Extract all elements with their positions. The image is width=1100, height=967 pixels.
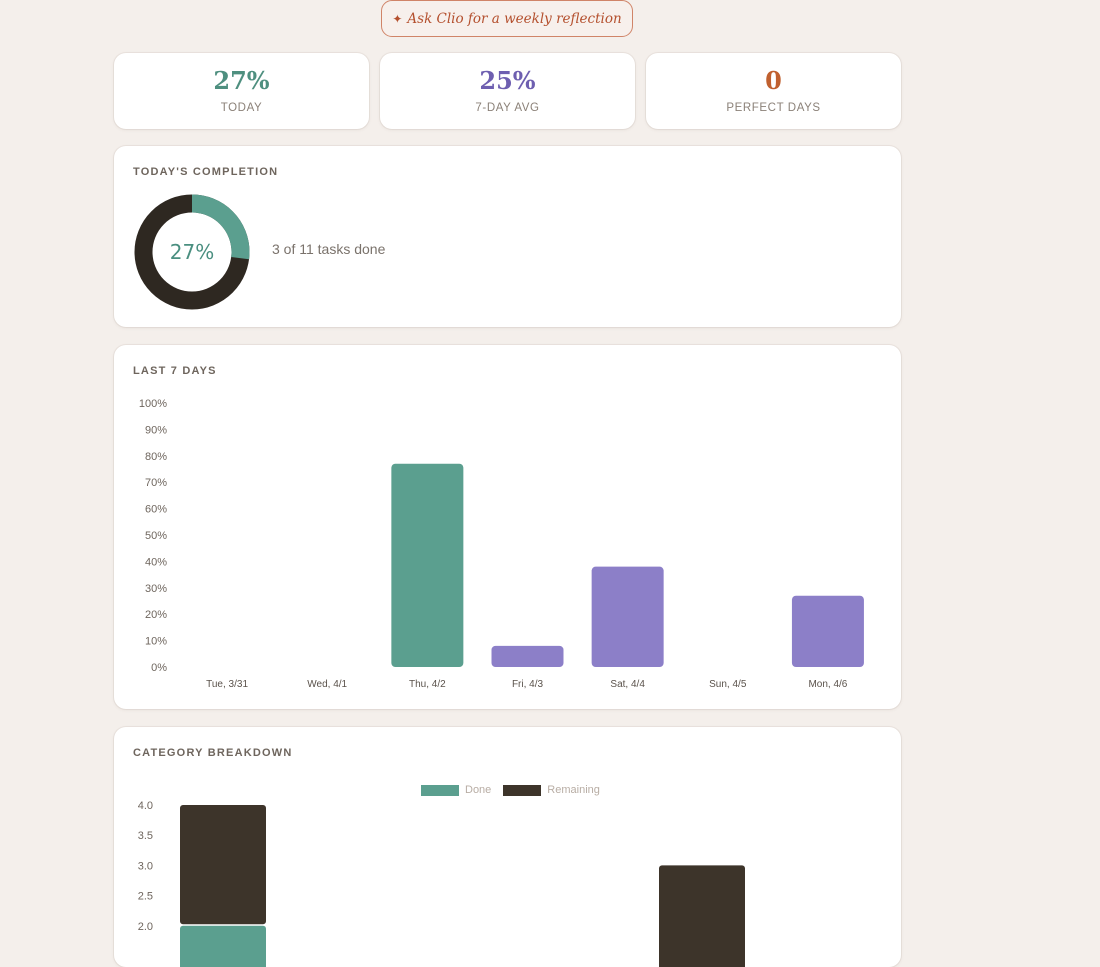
y-tick-label: 20% <box>145 609 167 621</box>
stat-7day-avg: 25% 7-DAY AVG <box>380 53 635 129</box>
bar-mon-4-6[interactable] <box>791 595 864 667</box>
category-card: CATEGORY BREAKDOWN Done Remaining 2.0 2.5… <box>114 727 901 967</box>
legend-remaining[interactable]: Remaining <box>503 784 600 796</box>
x-tick-label: Fri, 4/3 <box>512 679 544 690</box>
stat-7day-avg-label: 7-DAY AVG <box>475 102 540 114</box>
legend-done-swatch <box>421 784 459 796</box>
stat-7day-avg-value: 25% <box>479 66 536 95</box>
y-tick-label: 10% <box>145 636 167 648</box>
y-tick-label: 3.0 <box>138 860 153 872</box>
last7-card: LAST 7 DAYS 0% 10% 20% 30% 40% 50% 60% 70% 80% 90… <box>114 345 901 709</box>
y-tick-label: 30% <box>145 583 167 595</box>
stat-today: 27% TODAY <box>114 53 369 129</box>
completion-summary: 3 of 11 tasks done <box>272 241 386 257</box>
category-title: CATEGORY BREAKDOWN <box>133 747 293 759</box>
stat-perfect-days-value: 0 <box>765 66 782 95</box>
donut-done-arc <box>134 194 250 310</box>
y-tick-label: 0% <box>151 662 167 674</box>
y-tick-label: 80% <box>145 451 167 463</box>
y-tick-label: 2.0 <box>138 921 153 933</box>
y-tick-label: 3.5 <box>138 830 153 842</box>
legend-remaining-swatch <box>503 784 542 796</box>
completion-title: TODAY'S COMPLETION <box>133 166 279 178</box>
bar-sat-4-4[interactable] <box>591 566 664 667</box>
legend-done[interactable]: Done <box>421 784 491 796</box>
stat-today-value: 27% <box>213 66 270 95</box>
sparkle-icon: ✦ <box>392 11 403 26</box>
completion-donut <box>134 194 250 310</box>
category-legend: Done Remaining <box>421 784 600 796</box>
x-tick-label: Thu, 4/2 <box>409 679 446 690</box>
category-chart: 2.0 2.5 3.0 3.5 4.0 <box>138 800 745 967</box>
completion-card: TODAY'S COMPLETION 27% 3 of 11 tasks don… <box>114 146 901 327</box>
y-tick-label: 100% <box>139 398 167 410</box>
category-bar-remaining[interactable] <box>180 805 266 925</box>
last7-title: LAST 7 DAYS <box>133 365 217 377</box>
y-tick-label: 90% <box>145 424 167 436</box>
bar-fri-4-3[interactable] <box>491 645 564 667</box>
stat-perfect-days-label: PERFECT DAYS <box>726 102 821 114</box>
x-tick-label: Wed, 4/1 <box>307 679 347 690</box>
last7-chart: 0% 10% 20% 30% 40% 50% 60% 70% 80% 90% 100% Tue, 3/… <box>139 398 864 690</box>
y-tick-label: 50% <box>145 530 167 542</box>
bar-thu-4-2[interactable] <box>391 463 464 667</box>
y-tick-label: 4.0 <box>138 800 153 812</box>
y-tick-label: 2.5 <box>138 891 153 903</box>
x-tick-label: Mon, 4/6 <box>808 679 847 690</box>
stat-today-label: TODAY <box>220 102 263 114</box>
legend-remaining-label: Remaining <box>547 784 600 796</box>
y-tick-label: 40% <box>145 556 167 568</box>
x-tick-label: Sun, 4/5 <box>709 679 747 690</box>
category-bar-remaining[interactable] <box>659 865 745 967</box>
stat-perfect-days: 0 PERFECT DAYS <box>646 53 901 129</box>
x-tick-label: Tue, 3/31 <box>206 679 248 690</box>
y-tick-label: 70% <box>145 477 167 489</box>
category-bar-done[interactable] <box>180 925 266 967</box>
y-tick-label: 60% <box>145 504 167 516</box>
completion-percent: 27% <box>169 240 215 264</box>
ask-clio-label: Ask Clio for a weekly reflection <box>407 10 622 27</box>
ask-clio-button[interactable]: ✦ Ask Clio for a weekly reflection <box>381 0 633 37</box>
legend-done-label: Done <box>465 784 492 796</box>
x-tick-label: Sat, 4/4 <box>610 679 645 690</box>
